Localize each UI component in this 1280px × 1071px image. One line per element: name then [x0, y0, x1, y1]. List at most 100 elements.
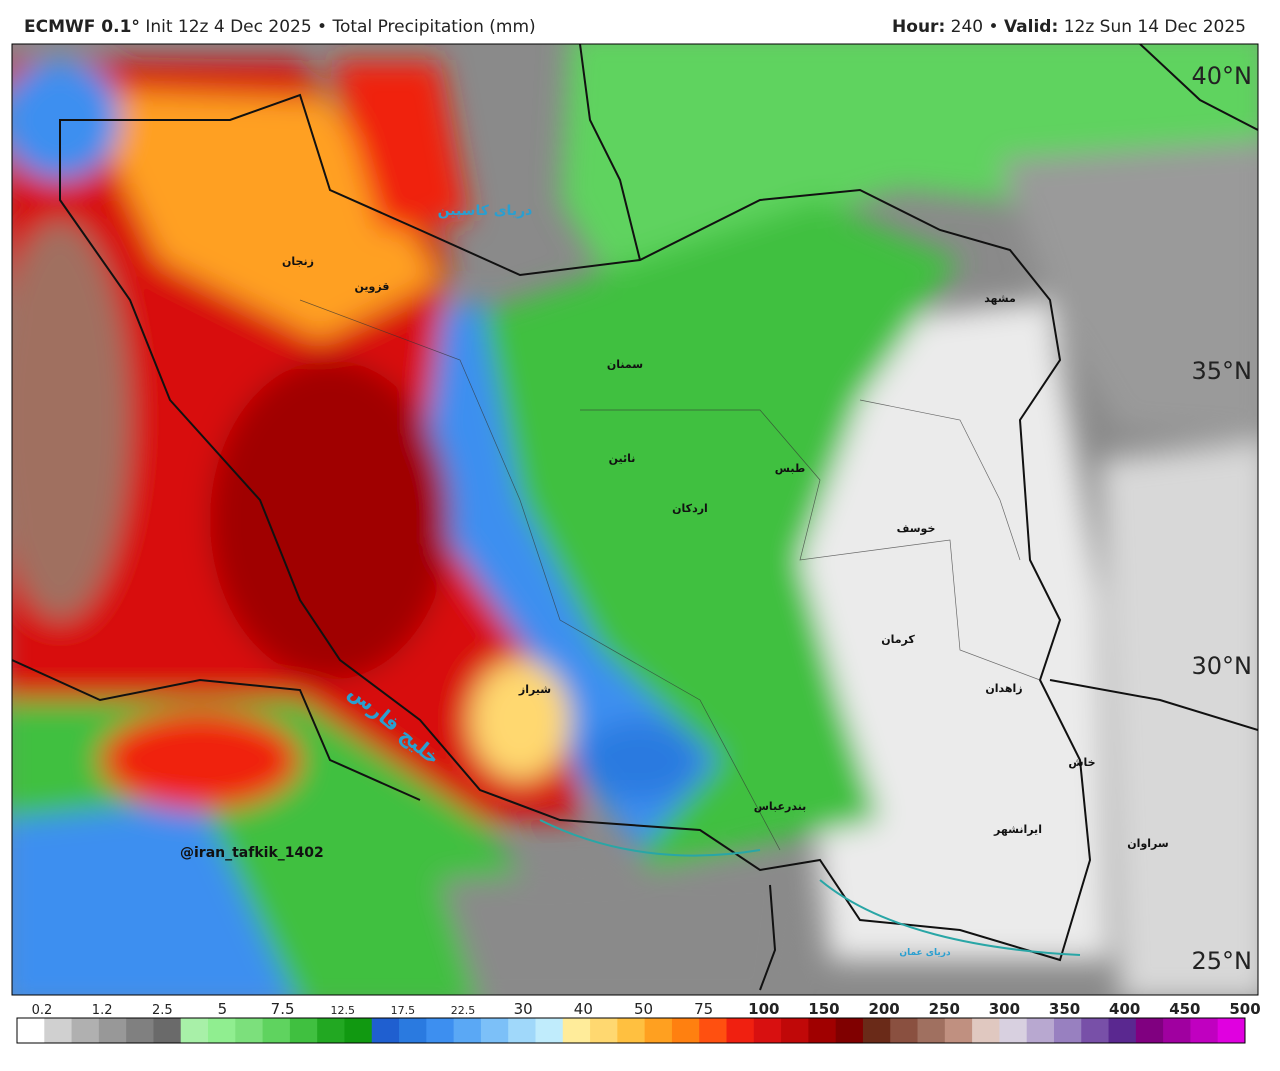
- colorbar-cell: [399, 1018, 427, 1043]
- place-label: طبس: [775, 462, 805, 475]
- colorbar-tick-label: 75: [694, 1000, 713, 1018]
- colorbar-tick-label: 450: [1169, 1000, 1200, 1018]
- model: ECMWF 0.1°: [24, 17, 140, 37]
- init: Init 12z 4 Dec 2025: [145, 17, 312, 37]
- colorbar-cell: [480, 1018, 509, 1043]
- colorbar-cell: [317, 1018, 345, 1043]
- colorbar-cell: [862, 1018, 891, 1043]
- colorbar-tick-label: 5: [218, 1000, 228, 1018]
- colorbar-cell: [808, 1018, 837, 1043]
- place-label: زاهدان: [985, 682, 1022, 695]
- colorbar-tick-label: 500: [1229, 1000, 1260, 1018]
- borders: [12, 44, 1258, 991]
- colorbar-cell: [1190, 1018, 1219, 1043]
- colorbar-tick-label: 30: [514, 1000, 533, 1018]
- colorbar-cell: [1081, 1018, 1110, 1043]
- place-label: سراوان: [1127, 837, 1168, 850]
- place-label: ایرانشهر: [993, 823, 1042, 836]
- colorbar-cell: [44, 1018, 73, 1043]
- colorbar-cell: [71, 1018, 100, 1043]
- colorbar-tick-label: 300: [989, 1000, 1020, 1018]
- map-frame: [11, 43, 1259, 996]
- colorbar-cell: [426, 1018, 455, 1043]
- field: Total Precipitation (mm): [332, 17, 536, 37]
- place-label: بندرعباس: [754, 800, 807, 813]
- colorbar-cell: [208, 1018, 236, 1043]
- place-label: قزوین: [355, 280, 390, 293]
- place-label: مشهد: [984, 292, 1016, 305]
- colorbar-cell: [508, 1018, 536, 1043]
- colorbar-cell: [1135, 1018, 1164, 1043]
- colorbar-cell: [781, 1018, 809, 1043]
- colorbar-cell: [671, 1018, 700, 1043]
- colorbar-cell: [180, 1018, 209, 1043]
- colorbar-tick-label: 2.5: [152, 1003, 173, 1018]
- colorbar: 0.2 1.2 2.5 5 7.5 12.5 17.5 22.5 30 40 50 75 100 150 2…: [16, 1000, 1261, 1044]
- separator: •: [317, 17, 328, 37]
- colorbar-cell: [726, 1018, 755, 1043]
- colorbar-tick-label: 12.5: [331, 1004, 356, 1017]
- precipitation-field: [12, 44, 1258, 995]
- place-label: سمنان: [607, 358, 643, 371]
- colorbar-cell: [153, 1018, 182, 1043]
- colorbar-tick-label: 200: [868, 1000, 899, 1018]
- place-label: نائین: [609, 452, 636, 465]
- place-label: خاش: [1068, 756, 1095, 769]
- colorbar-tick-label: 7.5: [271, 1000, 295, 1018]
- colorbar-cell: [1217, 1018, 1246, 1043]
- place-label: دریای عمان: [899, 948, 951, 958]
- colorbar-cell: [999, 1018, 1028, 1043]
- hour-label: Hour:: [892, 17, 946, 37]
- colorbar-cell: [1108, 1018, 1137, 1043]
- colorbar-cell: [890, 1018, 919, 1043]
- colorbar-cell: [644, 1018, 673, 1043]
- valid: 12z Sun 14 Dec 2025: [1063, 17, 1246, 37]
- place-label: خوسف: [897, 522, 936, 535]
- colorbar-frame: [16, 1017, 1246, 1044]
- place-label: زنجان: [282, 255, 314, 268]
- colorbar-cell: [98, 1018, 127, 1043]
- latitude-label: 35°N: [1192, 357, 1253, 385]
- colorbar-tick-label: 0.2: [32, 1003, 53, 1018]
- colorbar-tick-label: 40: [574, 1000, 593, 1018]
- coastline: [539, 819, 1081, 956]
- colorbar-cell: [371, 1018, 400, 1043]
- place-label: کرمان: [881, 633, 915, 646]
- colorbar-tick-label: 1.2: [92, 1003, 113, 1018]
- colorbar-cell: [453, 1018, 482, 1043]
- latitude-labels: 40°N 35°N 30°N 25°N: [1192, 62, 1253, 975]
- colorbar-cell: [1053, 1018, 1082, 1043]
- colorbar-tick-label: 150: [808, 1000, 839, 1018]
- colorbar-cell: [1026, 1018, 1055, 1043]
- colorbar-cell: [617, 1018, 646, 1043]
- colorbar-cell: [562, 1018, 591, 1043]
- colorbar-cell: [289, 1018, 318, 1043]
- separator: •: [988, 17, 999, 37]
- colorbar-cell: [835, 1018, 864, 1043]
- watermark: @iran_tafkik_1402: [180, 845, 324, 861]
- colorbar-cell: [1163, 1018, 1191, 1043]
- colorbar-tick-label: 250: [929, 1000, 960, 1018]
- colorbar-cell: [262, 1018, 291, 1043]
- colorbar-tick-label: 100: [748, 1000, 779, 1018]
- colorbar-cell: [753, 1018, 782, 1043]
- colorbar-tick-label: 50: [634, 1000, 653, 1018]
- place-label: دریای کاسپین: [438, 203, 533, 219]
- header-left: ECMWF 0.1° Init 12z 4 Dec 2025 • Total P…: [24, 17, 536, 37]
- colorbar-tick-label: 350: [1049, 1000, 1080, 1018]
- colorbar-cell: [944, 1018, 973, 1043]
- colorbar-tick-label: 17.5: [391, 1004, 416, 1017]
- colorbar-cell: [535, 1018, 564, 1043]
- hour: 240: [950, 17, 984, 37]
- colorbar-cell: [917, 1018, 946, 1043]
- colorbar-tick-label: 22.5: [451, 1004, 476, 1017]
- place-label: شیراز: [518, 683, 551, 696]
- latitude-label: 25°N: [1192, 947, 1253, 975]
- latitude-label: 30°N: [1192, 652, 1253, 680]
- place-label: اردکان: [672, 502, 708, 515]
- colorbar-cell: [972, 1018, 1000, 1043]
- colorbar-cell: [235, 1018, 264, 1043]
- colorbar-cell: [699, 1018, 728, 1043]
